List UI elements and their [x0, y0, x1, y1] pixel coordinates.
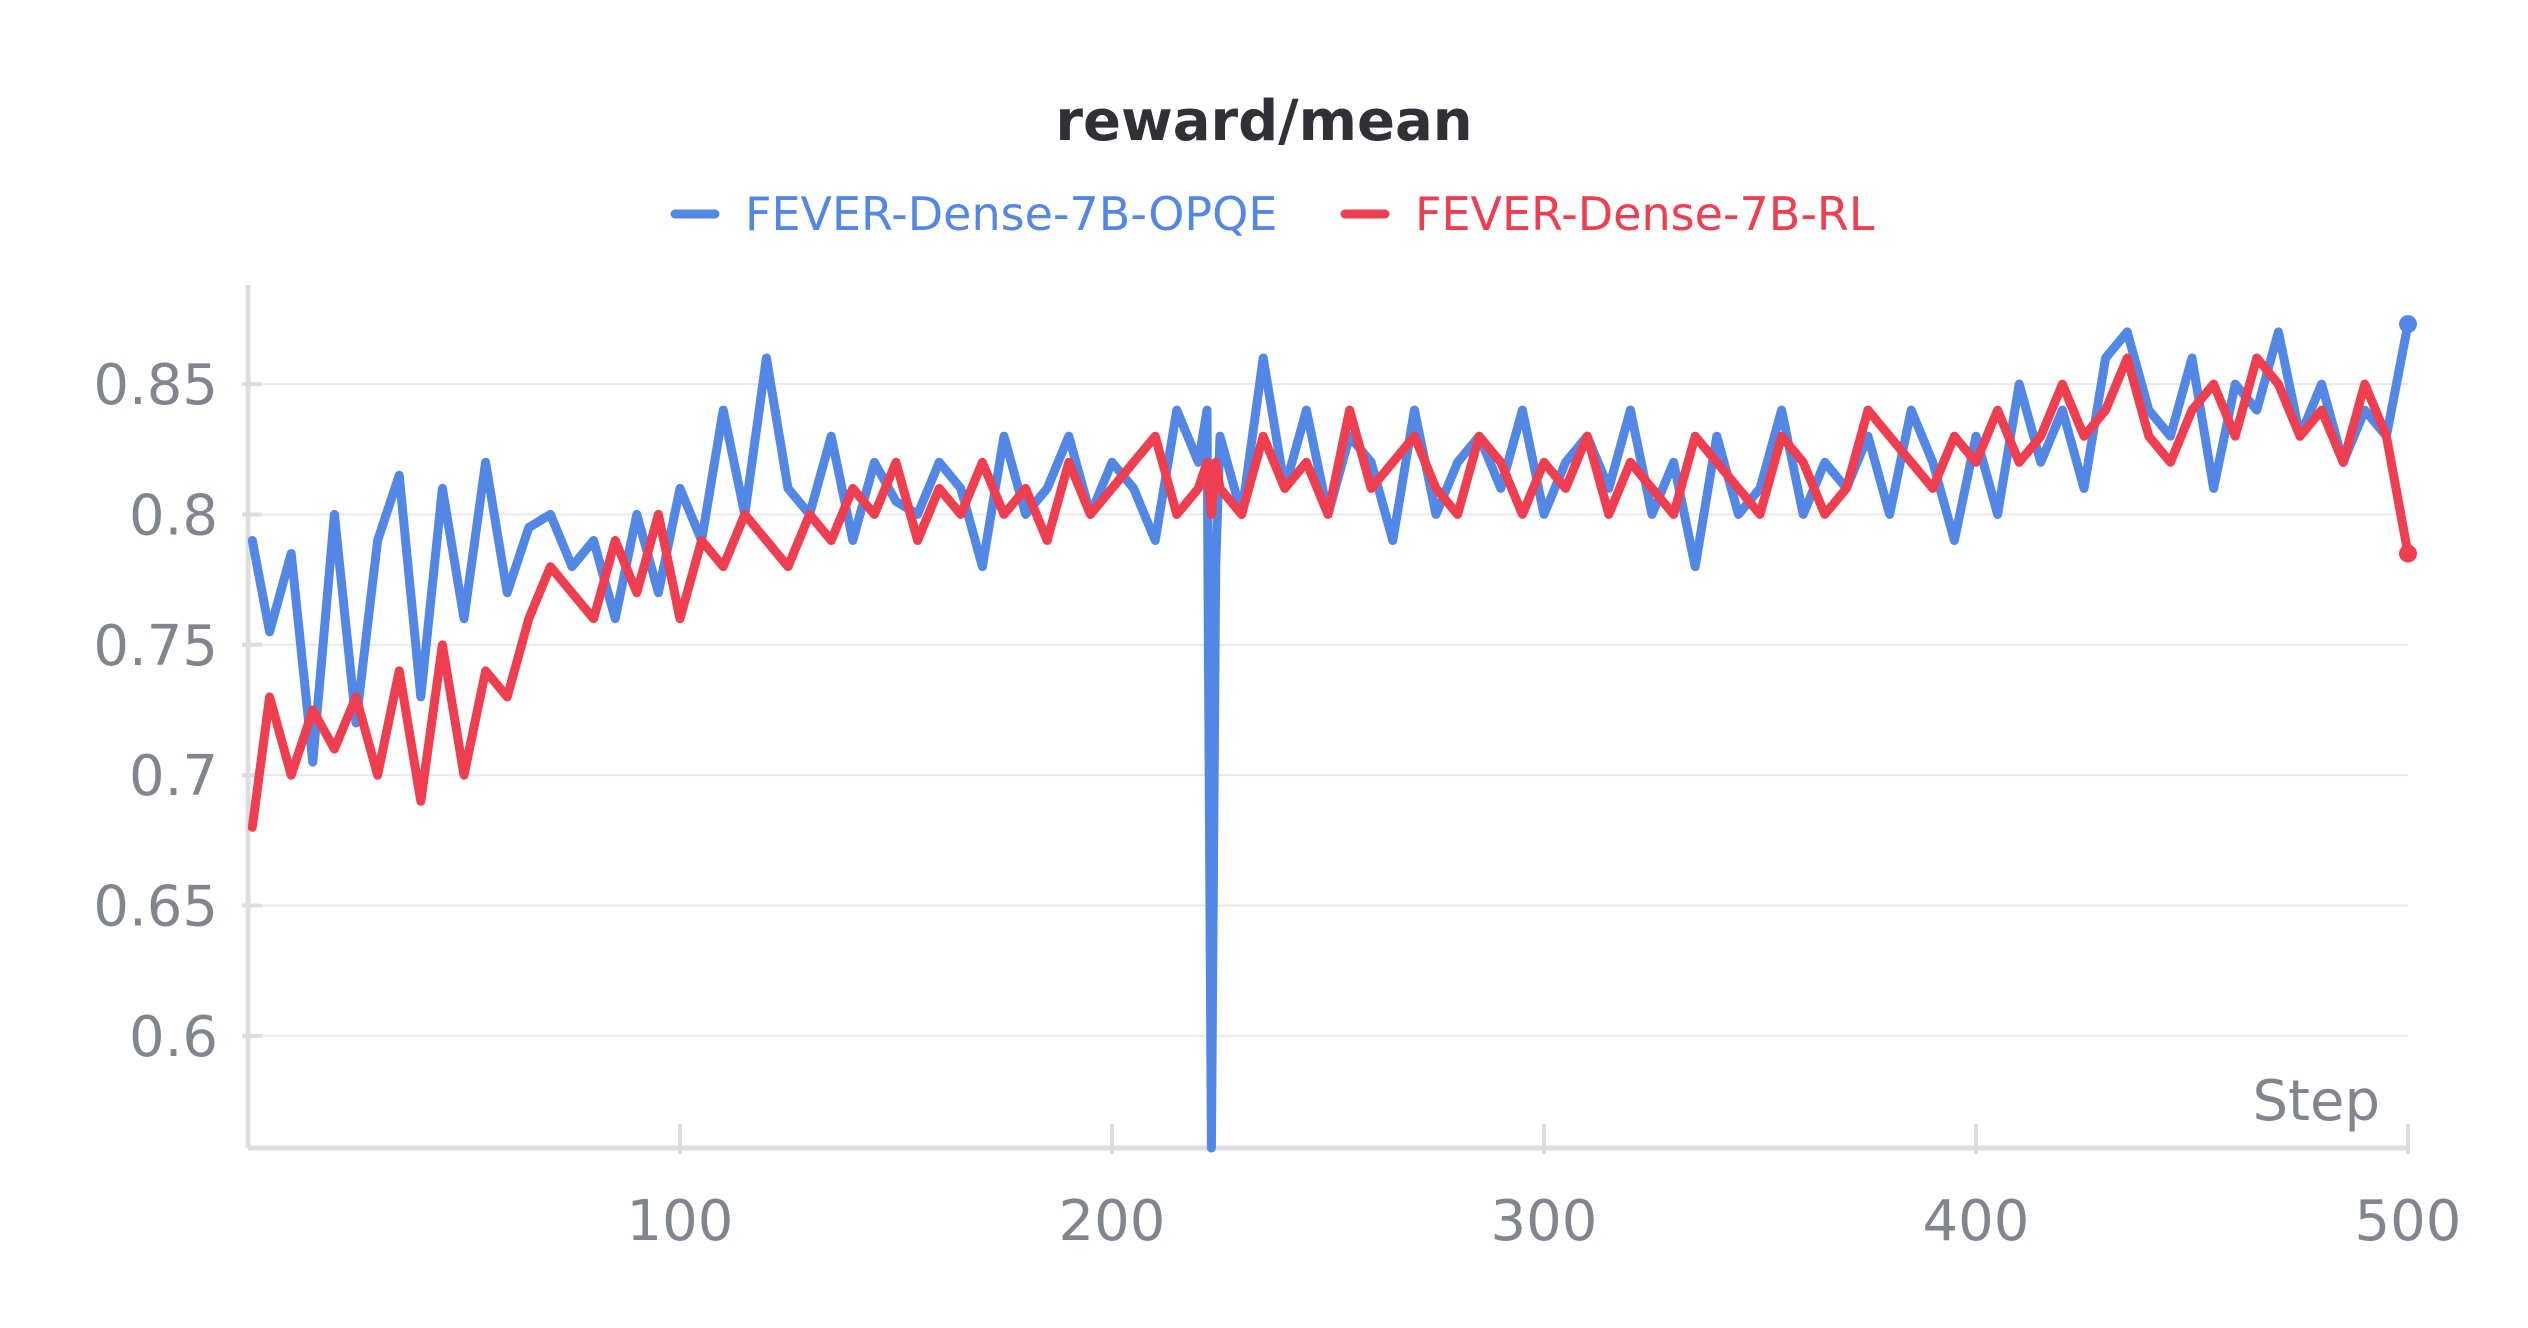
chart-title: reward/mean — [1055, 89, 1472, 154]
series-lines — [247, 315, 2417, 1153]
y-tick-label: 0.8 — [129, 483, 218, 548]
y-tick-label: 0.7 — [129, 744, 218, 809]
axes — [245, 285, 2408, 1151]
tick-labels: 0.6 0.65 0.7 0.75 0.8 0.85 100 200 300 400 500 — [93, 353, 2461, 1254]
legend-item-0: FEVER-Dense-7B-OPQE — [670, 187, 1277, 241]
legend-label: FEVER-Dense-7B-OPQE — [745, 187, 1277, 241]
x-tick-label: 400 — [1923, 1189, 2030, 1254]
y-tick-label: 0.85 — [93, 353, 218, 418]
x-tick-label: 300 — [1491, 1189, 1598, 1254]
x-axis-label: Step — [2252, 1069, 2380, 1134]
x-tick-label: 200 — [1059, 1189, 1166, 1254]
legend-item-1: FEVER-Dense-7B-RL — [1340, 187, 1875, 241]
series-line-0 — [247, 319, 2413, 1153]
y-tick-label: 0.75 — [93, 614, 218, 679]
series-end-point-1 — [2399, 544, 2417, 563]
series-line-1 — [247, 353, 2413, 832]
y-tick-label: 0.65 — [93, 875, 218, 940]
x-tick-label: 100 — [627, 1189, 734, 1254]
series-end-point-0 — [2399, 315, 2417, 334]
y-tick-label: 0.6 — [129, 1005, 218, 1070]
legend-label: FEVER-Dense-7B-RL — [1415, 187, 1875, 241]
x-tick-label: 500 — [2355, 1189, 2462, 1254]
legend: FEVER-Dense-7B-OPQE FEVER-Dense-7B-RL — [670, 187, 1875, 241]
